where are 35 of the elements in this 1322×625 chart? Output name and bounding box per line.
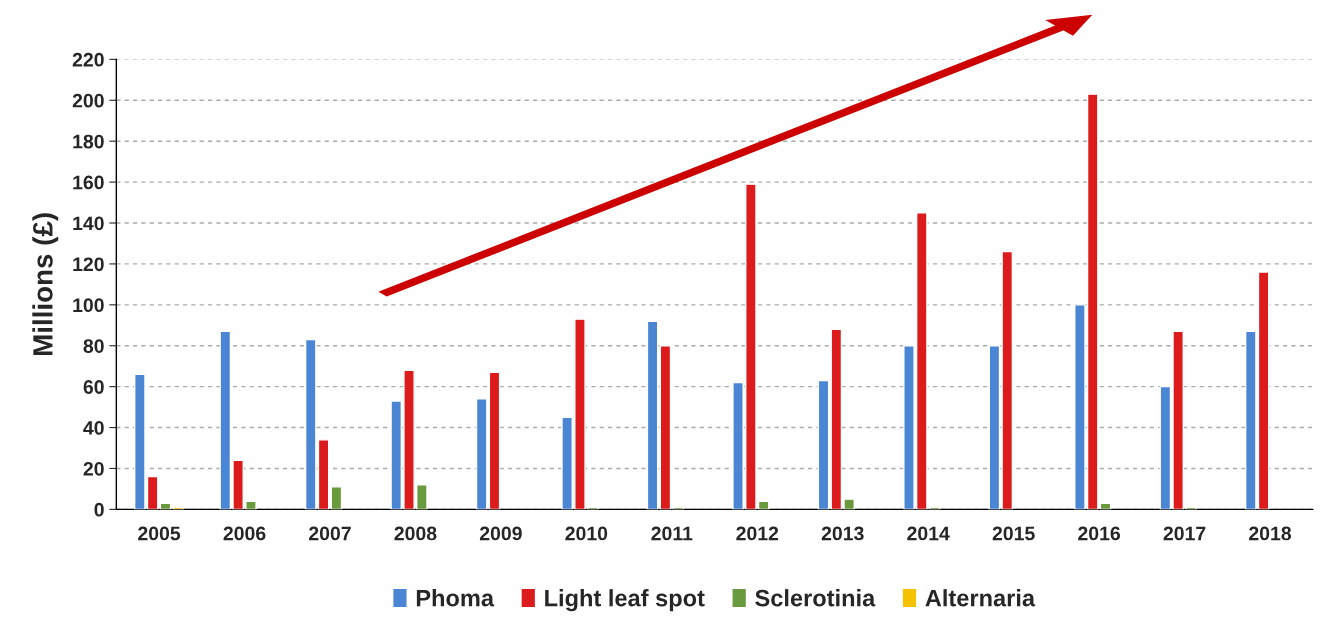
x-tick-label: 2015 [992,526,1035,541]
legend-label: Alternaria [925,589,1036,607]
x-tick-label: 2013 [821,526,864,541]
y-tick-label: 20 [83,461,104,476]
x-tick-label: 2005 [138,526,181,541]
x-tick-label: 2010 [565,526,608,541]
legend-label: Sclerotinia [755,589,876,607]
y-tick-label: 60 [83,380,104,394]
y-tick-label: 80 [83,339,104,353]
x-tick-label: 2006 [223,526,266,541]
bar [488,371,501,510]
x-tick-label: 2018 [1249,526,1292,541]
x-tick-label: 2014 [907,526,950,541]
x-tick-label: 2011 [651,526,693,541]
y-axis-title: Millions (£) [32,213,59,356]
bar [646,320,659,510]
y-tick-label: 120 [73,257,104,272]
y-tick-label: 200 [72,93,104,108]
y-tick-label: 100 [73,298,104,313]
y-tick-label: 180 [73,134,104,149]
x-tick-label: 2017 [1163,526,1206,541]
x-tick-label: 2007 [309,526,351,541]
x-tick-label: 2016 [1078,526,1121,541]
x-tick-label: 2008 [394,526,437,541]
y-tick-label: 40 [83,421,104,435]
x-tick-label: 2012 [736,526,779,541]
bar [330,486,343,510]
bar [475,398,488,510]
y-tick-label: 0 [94,502,104,517]
y-tick-label: 220 [72,52,104,67]
y-tick-label: 160 [73,175,104,190]
y-tick-label: 140 [73,216,104,231]
x-tick-label: 2009 [479,526,522,541]
legend-label: Light leaf spot [545,589,705,612]
legend-label: Phoma [416,589,495,607]
